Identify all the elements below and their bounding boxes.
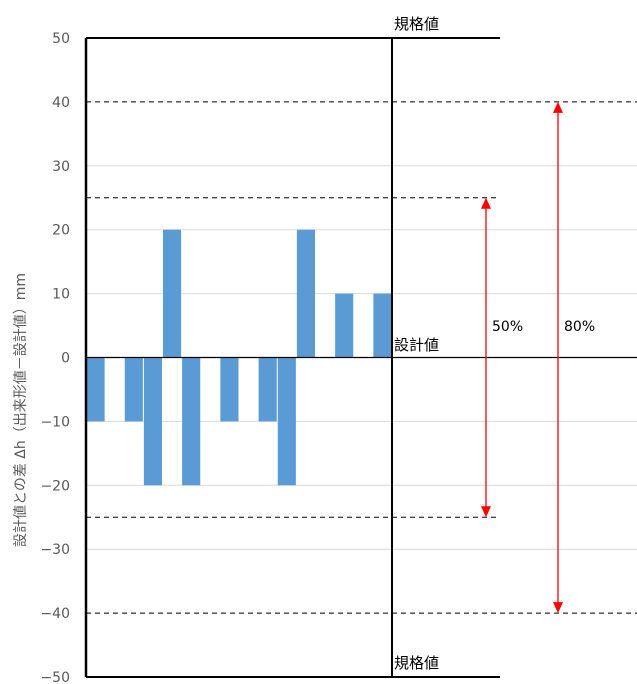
y-tick-label: −30 [40, 542, 70, 558]
bar [124, 357, 143, 422]
bar [163, 229, 182, 358]
bar [182, 357, 201, 486]
range-label: 50% [492, 319, 523, 335]
y-tick-label: 50 [52, 31, 70, 47]
bars [86, 229, 392, 486]
y-tick-label: −40 [40, 606, 70, 622]
bar [335, 293, 354, 358]
y-tick-label: −20 [40, 478, 70, 494]
bar [373, 293, 392, 358]
range-arrows: 50% 80% [481, 101, 595, 614]
dashed-reference-lines [86, 101, 637, 614]
arrowhead-down [553, 602, 563, 614]
bar [86, 357, 105, 422]
y-tick-labels: 50 40 30 20 10 0 −10 −20 −30 −40 −50 [40, 31, 70, 684]
y-tick-label: −50 [40, 670, 70, 684]
y-tick-label: 40 [52, 95, 70, 111]
arrowhead-down [481, 506, 491, 518]
bar [277, 357, 296, 486]
spec-limit-label-top: 規格値 [394, 15, 439, 33]
y-tick-label: 20 [52, 223, 70, 239]
y-tick-label: 10 [52, 287, 70, 303]
design-value-label: 設計値 [394, 336, 439, 354]
bar [143, 357, 162, 486]
y-tick-label: 30 [52, 159, 70, 175]
arrowhead-up [481, 197, 491, 209]
bar [220, 357, 239, 422]
bar [296, 229, 315, 358]
range-label: 80% [564, 319, 595, 335]
axes [84, 37, 637, 678]
y-tick-label: −10 [40, 414, 70, 430]
spec-limit-label-bottom: 規格値 [394, 654, 439, 672]
arrowhead-up [553, 101, 563, 113]
y-axis-label: 設計値との差 Δh（出来形値－設計値）mm [13, 273, 29, 547]
y-tick-label: 0 [61, 351, 70, 367]
bar [258, 357, 277, 422]
